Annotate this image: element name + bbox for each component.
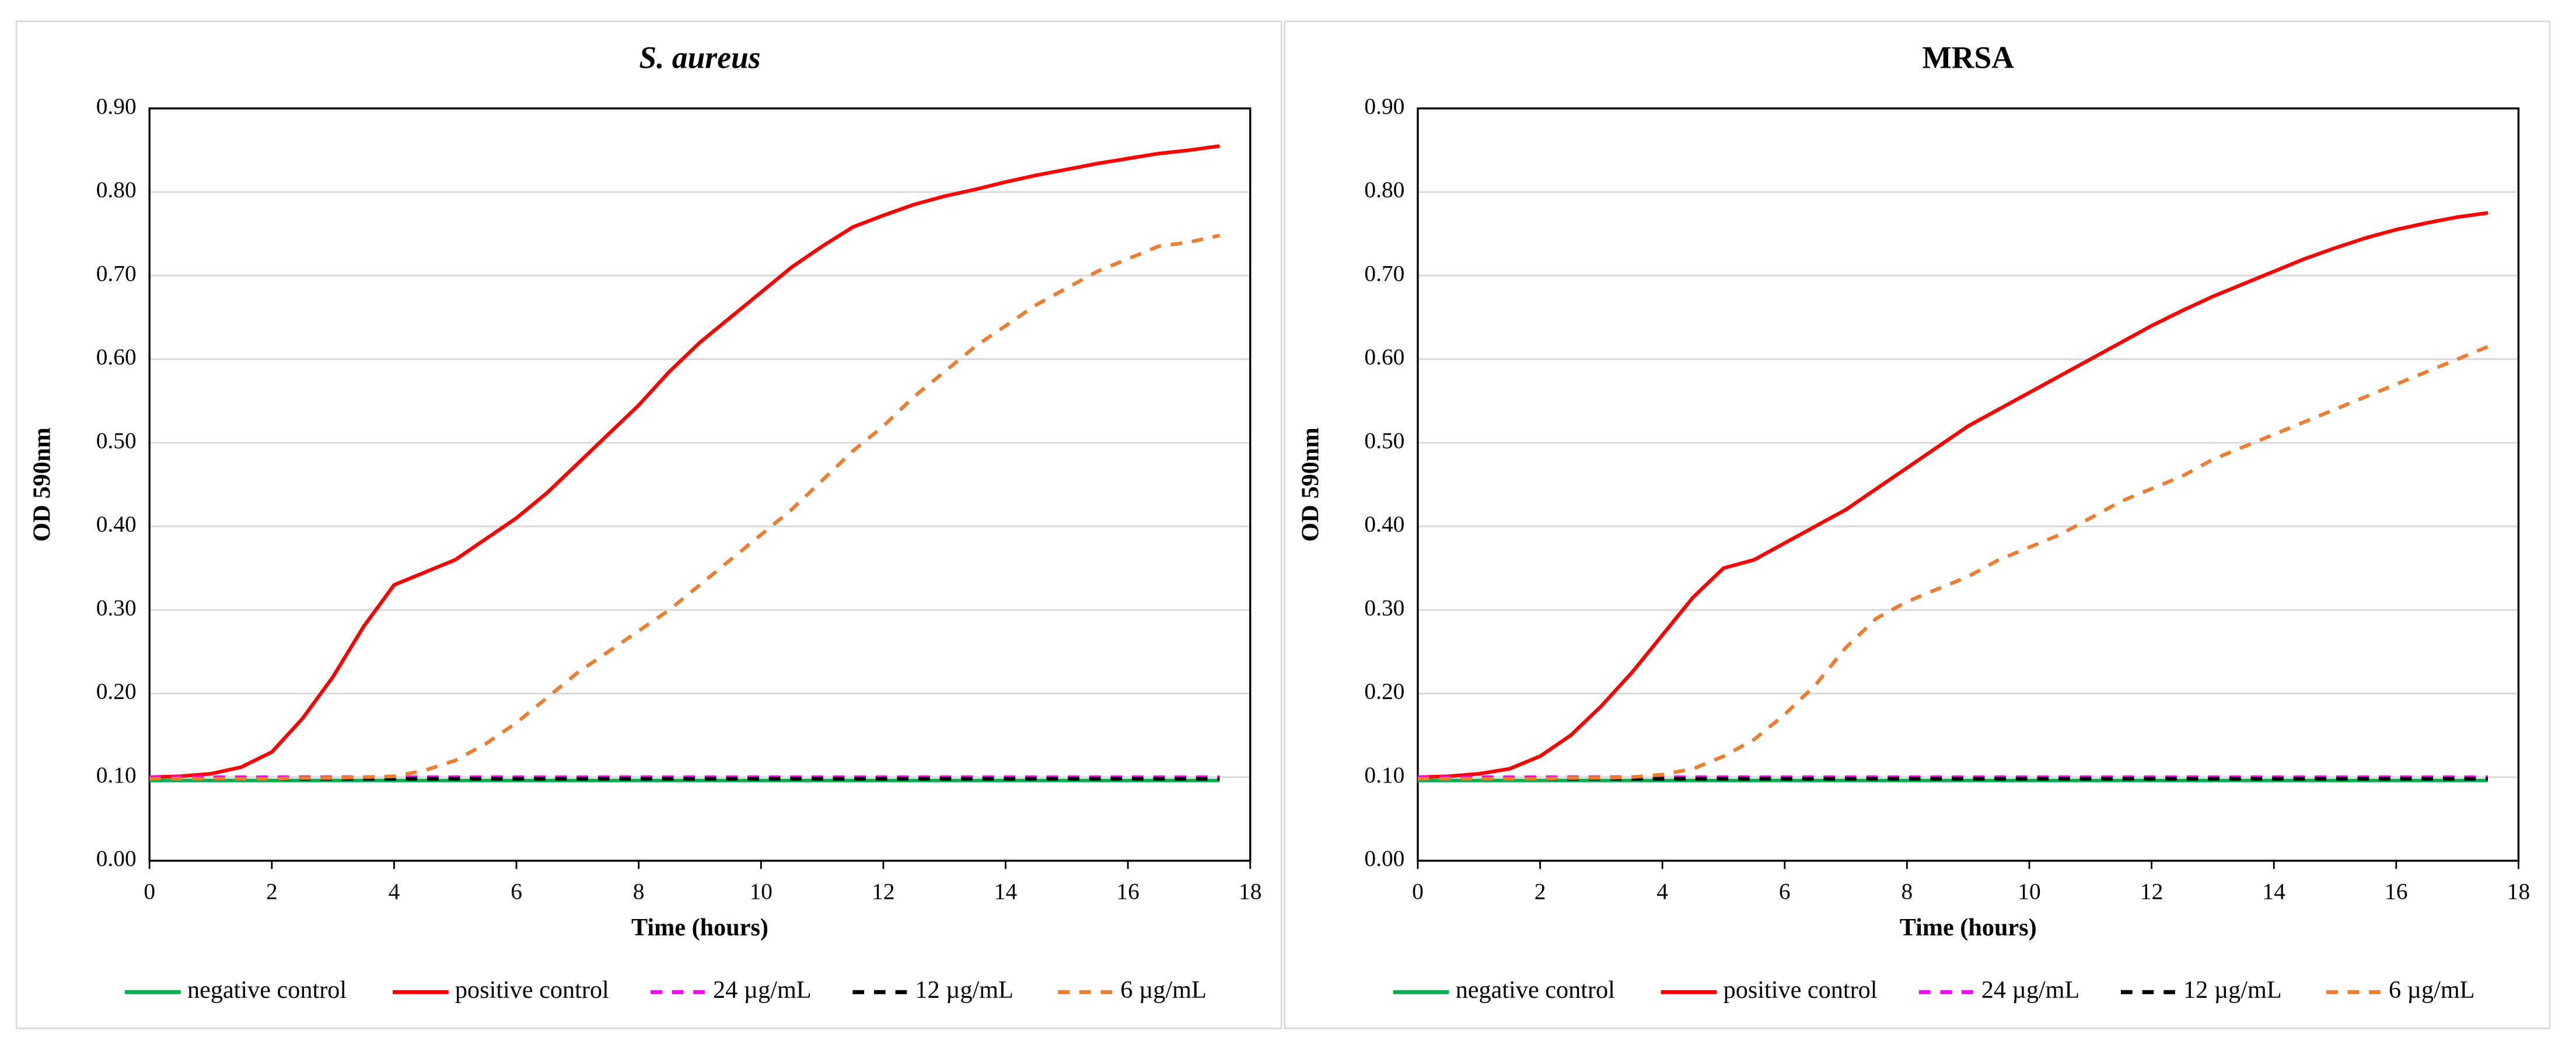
legend-label: 24 µg/mL [1981,976,2080,1004]
y-tick-label: 0.10 [1364,762,1404,788]
y-tick-label: 0.30 [1364,595,1404,620]
x-tick-label: 18 [1239,878,1261,904]
x-axis-label: Time (hours) [631,914,768,941]
y-tick-label: 0.30 [96,595,137,620]
legend-label: 12 µg/mL [2183,976,2282,1004]
y-tick-label: 0.00 [96,846,137,871]
y-tick-label: 0.60 [1364,344,1404,370]
y-tick-label: 0.20 [96,679,137,704]
legend-label: 24 µg/mL [713,976,812,1004]
legend-label: positive control [455,976,609,1004]
x-tick-label: 10 [2018,878,2040,904]
y-tick-label: 0.00 [1364,846,1404,871]
data-line [1417,345,2489,781]
x-tick-label: 2 [266,878,278,904]
legend-label: negative control [1456,976,1615,1004]
data-line [149,233,1221,781]
chart-panel: S. aureus 0.00 0.10 0.20 0.30 0.40 0.50 0.60 0.7… [15,20,1282,1029]
x-tick-label: 4 [1656,878,1668,904]
y-tick-label: 0.90 [1364,93,1404,119]
y-tick-label: 0.60 [96,344,137,370]
x-tick-label: 8 [1902,878,1913,904]
panel-border [1284,20,2551,1029]
legend-label: positive control [1724,976,1878,1004]
x-tick-label: 10 [750,878,773,904]
legend-label: 6 µg/mL [1120,976,1206,1004]
y-tick-label: 0.80 [1364,177,1404,202]
chart-title: S. aureus [639,40,760,75]
y-axis-label: OD 590nm [29,428,56,542]
x-tick-label: 14 [994,878,1018,904]
chart-title: MRSA [1922,40,2014,75]
panel-border [15,20,1282,1029]
data-line [149,144,1220,779]
x-tick-label: 0 [144,878,155,904]
plot-frame [1417,107,2520,862]
y-tick-label: 0.40 [1364,511,1404,537]
x-tick-label: 16 [1116,878,1139,904]
x-tick-label: 0 [1412,878,1424,904]
plot-frame [148,107,1252,862]
x-tick-label: 12 [872,878,894,904]
y-tick-label: 0.10 [96,762,137,788]
x-tick-label: 14 [2263,878,2286,904]
x-tick-label: 8 [633,878,645,904]
y-tick-label: 0.80 [96,177,137,202]
x-tick-label: 12 [2140,878,2163,904]
legend-label: 6 µg/mL [2389,976,2474,1004]
x-tick-label: 2 [1535,878,1546,904]
x-axis-label: Time (hours) [1900,914,2037,941]
y-tick-label: 0.20 [1364,679,1404,704]
y-tick-label: 0.70 [1364,260,1404,286]
y-tick-label: 0.50 [96,428,137,453]
y-tick-label: 0.50 [1364,428,1404,453]
y-tick-label: 0.70 [96,260,137,286]
x-tick-label: 6 [511,878,522,904]
y-tick-label: 0.40 [96,511,137,537]
x-tick-label: 18 [2507,878,2530,904]
x-tick-label: 6 [1779,878,1791,904]
x-tick-label: 16 [2385,878,2407,904]
y-tick-label: 0.90 [96,93,137,119]
x-tick-label: 4 [389,878,400,904]
legend-label: 12 µg/mL [915,976,1013,1004]
legend-label: negative control [187,976,347,1004]
y-axis-label: OD 590nm [1296,428,1324,542]
data-line [1417,211,2488,779]
chart-panel: MRSA 0.00 0.10 0.20 0.30 0.40 0.50 0.60 0.70 0.80… [1284,20,2551,1029]
